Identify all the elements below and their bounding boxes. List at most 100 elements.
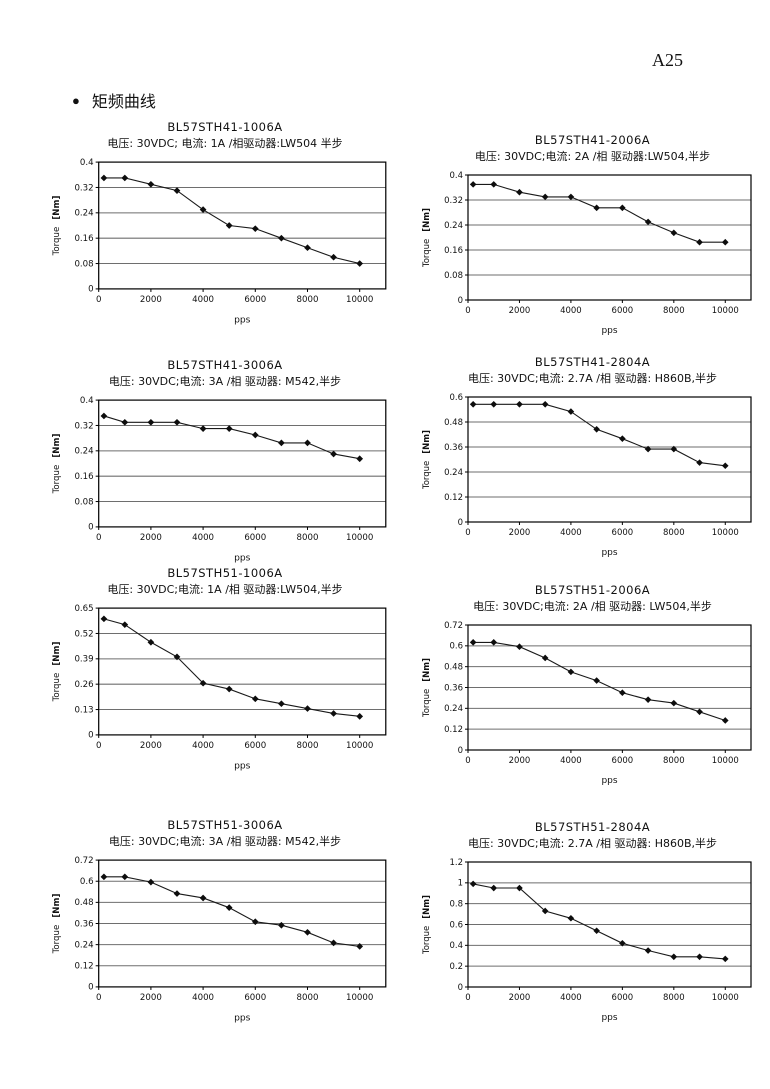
- chart-subtitle: 电压: 30VDC;电流: 3A /相 驱动器: M542,半步: [108, 835, 342, 848]
- svg-text:pps: pps: [601, 776, 617, 786]
- svg-text:0.08: 0.08: [74, 497, 93, 507]
- svg-text:0: 0: [88, 523, 93, 533]
- svg-text:6000: 6000: [244, 533, 266, 543]
- chart-bl57sth51-3006a: BL57STH51-3006A 电压: 30VDC;电流: 3A /相 驱动器:…: [50, 818, 400, 1023]
- svg-text:0: 0: [88, 983, 93, 993]
- svg-text:Torque[Nm]: Torque[Nm]: [422, 658, 432, 718]
- svg-text:0.6: 0.6: [449, 920, 463, 930]
- svg-text:0.48: 0.48: [74, 898, 93, 908]
- svg-text:6000: 6000: [612, 306, 634, 316]
- svg-text:0: 0: [465, 528, 470, 538]
- svg-text:0.26: 0.26: [74, 680, 93, 690]
- chart-title: BL57STH51-2006A: [534, 583, 651, 597]
- svg-text:10000: 10000: [712, 756, 739, 766]
- svg-text:0.52: 0.52: [74, 629, 93, 639]
- svg-text:6000: 6000: [244, 741, 266, 751]
- svg-text:0: 0: [465, 306, 470, 316]
- svg-text:0.12: 0.12: [74, 962, 93, 972]
- chart-title: BL57STH41-2006A: [534, 133, 651, 147]
- svg-text:0.24: 0.24: [74, 447, 93, 457]
- svg-text:0.16: 0.16: [74, 472, 93, 482]
- svg-text:0.32: 0.32: [444, 196, 463, 206]
- svg-text:10000: 10000: [346, 993, 373, 1003]
- svg-text:0.13: 0.13: [74, 705, 93, 715]
- svg-text:8000: 8000: [297, 993, 319, 1003]
- chart-subtitle: 电压: 30VDC;电流: 2A /相 驱动器: LW504,半步: [473, 600, 712, 613]
- bullet-icon: ●: [72, 92, 80, 108]
- svg-text:Torque[Nm]: Torque[Nm]: [422, 430, 432, 490]
- svg-text:0.32: 0.32: [74, 183, 93, 193]
- svg-text:0.12: 0.12: [444, 725, 463, 735]
- svg-text:0.6: 0.6: [80, 877, 94, 887]
- svg-text:2000: 2000: [140, 993, 162, 1003]
- page-number: A25: [652, 50, 683, 70]
- svg-text:4000: 4000: [192, 295, 214, 305]
- svg-text:0: 0: [96, 533, 101, 543]
- svg-text:0: 0: [458, 983, 463, 993]
- svg-text:4000: 4000: [192, 993, 214, 1003]
- svg-text:2000: 2000: [140, 741, 162, 751]
- svg-text:0.4: 0.4: [80, 396, 94, 406]
- svg-text:8000: 8000: [663, 528, 685, 538]
- svg-text:8000: 8000: [297, 295, 319, 305]
- svg-text:0: 0: [458, 746, 463, 756]
- chart-bl57sth41-2804a: BL57STH41-2804A 电压: 30VDC;电流: 2.7A /相 驱动…: [420, 355, 765, 558]
- section-heading-label: 矩频曲线: [91, 94, 156, 111]
- svg-text:0: 0: [96, 295, 101, 305]
- svg-text:10000: 10000: [346, 741, 373, 751]
- chart-title: BL57STH51-1006A: [167, 566, 283, 580]
- svg-text:0.2: 0.2: [449, 962, 463, 972]
- chart-subtitle: 电压: 30VDC; 电流: 1A /相驱动器:LW504 半步: [107, 137, 343, 150]
- svg-text:0: 0: [465, 993, 470, 1003]
- svg-text:Torque[Nm]: Torque[Nm]: [52, 434, 62, 495]
- svg-text:0: 0: [88, 285, 93, 295]
- chart-bl57sth41-2006a: BL57STH41-2006A 电压: 30VDC;电流: 2A /相 驱动器:…: [420, 133, 765, 336]
- svg-text:pps: pps: [234, 315, 251, 325]
- svg-text:pps: pps: [234, 1013, 251, 1023]
- svg-text:4000: 4000: [192, 533, 214, 543]
- svg-text:6000: 6000: [244, 993, 266, 1003]
- svg-text:8000: 8000: [297, 533, 319, 543]
- svg-text:0: 0: [96, 993, 101, 1003]
- chart-subtitle: 电压: 30VDC;电流: 2A /相 驱动器:LW504,半步: [474, 150, 711, 163]
- svg-text:0.48: 0.48: [444, 418, 463, 428]
- svg-text:0.6: 0.6: [449, 393, 463, 403]
- svg-text:0.65: 0.65: [74, 604, 93, 614]
- svg-text:Torque[Nm]: Torque[Nm]: [422, 208, 432, 268]
- svg-text:10000: 10000: [712, 528, 739, 538]
- svg-text:0.24: 0.24: [74, 940, 93, 950]
- svg-text:0.24: 0.24: [74, 209, 93, 219]
- chart-title: BL57STH41-1006A: [167, 120, 283, 134]
- svg-text:2000: 2000: [509, 756, 531, 766]
- svg-text:0: 0: [96, 741, 101, 751]
- svg-text:pps: pps: [601, 326, 617, 336]
- svg-text:10000: 10000: [712, 306, 739, 316]
- svg-text:0.24: 0.24: [444, 468, 463, 478]
- svg-text:4000: 4000: [560, 306, 582, 316]
- chart-subtitle: 电压: 30VDC;电流: 1A /相 驱动器:LW504,半步: [107, 583, 343, 596]
- svg-text:0: 0: [88, 731, 93, 741]
- svg-text:2000: 2000: [509, 528, 531, 538]
- svg-text:6000: 6000: [612, 528, 634, 538]
- chart-canvas: 0 0.12 0.24 0.36 0.48 0.6 0.72 0 2000 4000 6000 800…: [52, 856, 387, 1023]
- svg-text:8000: 8000: [297, 741, 319, 751]
- svg-text:8000: 8000: [663, 306, 685, 316]
- chart-canvas: 0 0.2 0.4 0.6 0.8 1 1.2 0 2000 4000 6000 8000 10000 T…: [422, 858, 752, 1023]
- svg-text:Torque[Nm]: Torque[Nm]: [52, 894, 62, 955]
- svg-text:Torque[Nm]: Torque[Nm]: [52, 642, 62, 703]
- svg-text:0.16: 0.16: [74, 234, 93, 244]
- svg-text:2000: 2000: [140, 295, 162, 305]
- svg-text:0.16: 0.16: [444, 246, 463, 256]
- svg-text:pps: pps: [234, 761, 251, 771]
- chart-bl57sth41-1006a: BL57STH41-1006A 电压: 30VDC; 电流: 1A /相驱动器:…: [50, 120, 400, 325]
- svg-text:0: 0: [458, 518, 463, 528]
- svg-text:1: 1: [458, 879, 463, 889]
- chart-canvas: 0 0.08 0.16 0.24 0.32 0.4 0 2000 4000 6000 8000 100…: [422, 171, 752, 336]
- chart-title: BL57STH41-3006A: [167, 358, 283, 372]
- svg-text:6000: 6000: [244, 295, 266, 305]
- svg-text:0.8: 0.8: [449, 899, 463, 909]
- svg-text:10000: 10000: [346, 295, 373, 305]
- svg-text:0.24: 0.24: [444, 704, 463, 714]
- svg-text:0.72: 0.72: [74, 856, 93, 866]
- chart-title: BL57STH51-2804A: [534, 820, 651, 834]
